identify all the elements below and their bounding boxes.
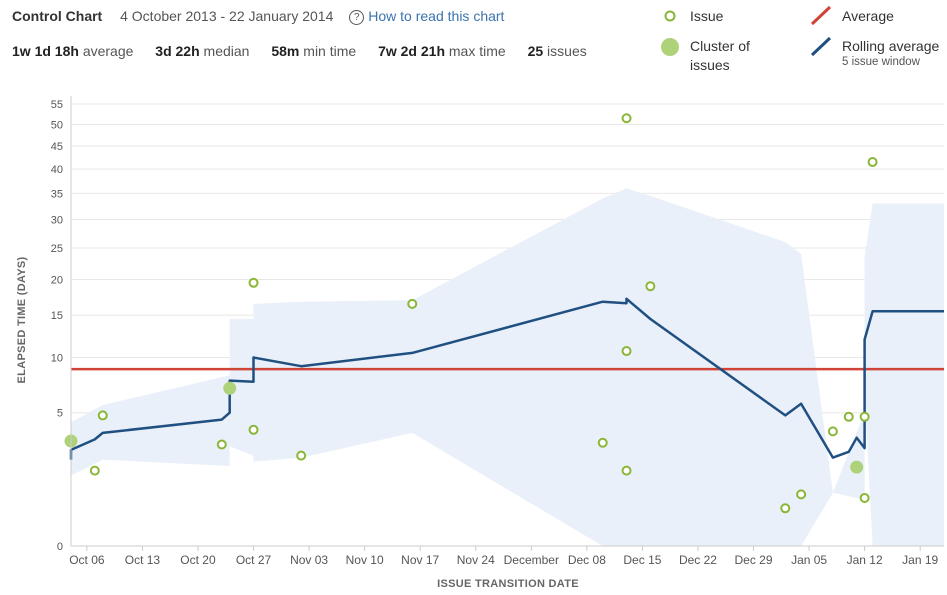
issue-point[interactable] [621, 113, 632, 124]
y-tick-label: 50 [51, 120, 63, 132]
issue-point[interactable] [621, 346, 632, 357]
stat-max-time: 7w 2d 21h max time [378, 43, 506, 59]
std-dev-band [71, 188, 944, 546]
legend-issue-label: Issue [690, 8, 724, 24]
legend-rolling-swatch [810, 36, 832, 57]
date-range[interactable]: 4 October 2013 - 22 January 2014 [120, 8, 334, 24]
legend-issue-swatch [664, 10, 676, 22]
x-tick-label: Dec 15 [623, 553, 661, 567]
issue-point[interactable] [248, 424, 259, 435]
question-circle-icon: ? [349, 10, 365, 25]
issue-points [64, 113, 878, 514]
x-tick-label: Oct 20 [180, 553, 216, 567]
x-tick-label: Nov 03 [290, 553, 328, 567]
y-tick-label: 35 [51, 188, 63, 200]
y-tick-label: 0 [57, 541, 63, 553]
legend-rolling-label: Rolling average 5 issue window [842, 38, 940, 68]
x-tick-label: December [504, 553, 559, 567]
x-tick-label: Nov 10 [346, 553, 384, 567]
y-tick-label: 25 [51, 243, 63, 255]
x-tick-label: Dec 08 [568, 553, 606, 567]
y-tick-label: 30 [51, 215, 63, 227]
issue-point[interactable] [796, 489, 807, 500]
issue-point[interactable] [859, 411, 870, 422]
x-tick-label: Jan 05 [791, 553, 827, 567]
y-tick-label: 20 [51, 274, 63, 286]
rolling-average-line [69, 297, 944, 460]
stats-bar: 1w 1d 18h average 3d 22h median 58m min … [12, 43, 605, 59]
issue-point[interactable] [597, 437, 608, 448]
y-tick-label: 5 [57, 408, 63, 420]
legend-average-label: Average [842, 8, 894, 24]
standard-deviation-band [71, 188, 944, 546]
x-tick-label: Dec 29 [735, 553, 773, 567]
issue-point[interactable] [97, 410, 108, 421]
issue-cluster-point[interactable] [223, 381, 237, 395]
y-tick-label: 55 [51, 99, 63, 111]
x-tick-label: Jan 19 [902, 553, 938, 567]
rolling-average [69, 297, 944, 460]
axes: 0 5 10 15 20 25 30 35 40 45 50 55 Oct 06 Oct 13 Oct 20… [51, 96, 944, 567]
x-tick-label: Nov 17 [401, 553, 439, 567]
x-tick-label: Jan 12 [847, 553, 883, 567]
y-tick-label: 45 [51, 141, 63, 153]
chart-header: Control Chart 4 October 2013 - 22 Januar… [12, 8, 504, 25]
issue-point[interactable] [867, 157, 878, 168]
y-tick-label: 40 [51, 164, 63, 176]
y-tick-label: 10 [51, 353, 63, 365]
x-tick-label: Oct 27 [236, 553, 272, 567]
y-tick-label: 15 [51, 310, 63, 322]
issue-point[interactable] [296, 450, 307, 461]
legend-cluster-swatch [661, 38, 679, 56]
issue-point[interactable] [645, 281, 656, 292]
how-to-read-link[interactable]: ? How to read this chart [349, 8, 505, 25]
issue-point[interactable] [89, 465, 100, 476]
legend-rolling-sublabel: 5 issue window [842, 56, 920, 68]
issue-point[interactable] [407, 298, 418, 309]
stat-min-time: 58m min time [271, 43, 357, 59]
x-tick-label: Oct 06 [69, 553, 105, 567]
issue-cluster-point[interactable] [850, 460, 864, 474]
x-tick-label: Nov 24 [457, 553, 495, 567]
x-axis-title: ISSUE TRANSITION DATE [437, 578, 579, 590]
issue-point[interactable] [827, 426, 838, 437]
how-to-read-label: How to read this chart [368, 8, 505, 24]
legend-cluster-label: Cluster of issues [690, 38, 750, 73]
y-axis-title: ELAPSED TIME (DAYS) [16, 257, 28, 384]
stat-average: 1w 1d 18h average [12, 43, 134, 59]
x-tick-label: Oct 13 [125, 553, 161, 567]
x-tick-label: Dec 22 [679, 553, 717, 567]
issue-point[interactable] [859, 492, 870, 503]
issue-point[interactable] [248, 277, 259, 288]
issue-point[interactable] [621, 465, 632, 476]
stat-median: 3d 22h median [155, 43, 250, 59]
issue-point[interactable] [780, 503, 791, 514]
stat-issues: 25 issues [527, 43, 587, 59]
legend-average-swatch [810, 5, 832, 26]
page-title: Control Chart [12, 8, 103, 24]
issue-point[interactable] [843, 411, 854, 422]
issue-point[interactable] [216, 439, 227, 450]
